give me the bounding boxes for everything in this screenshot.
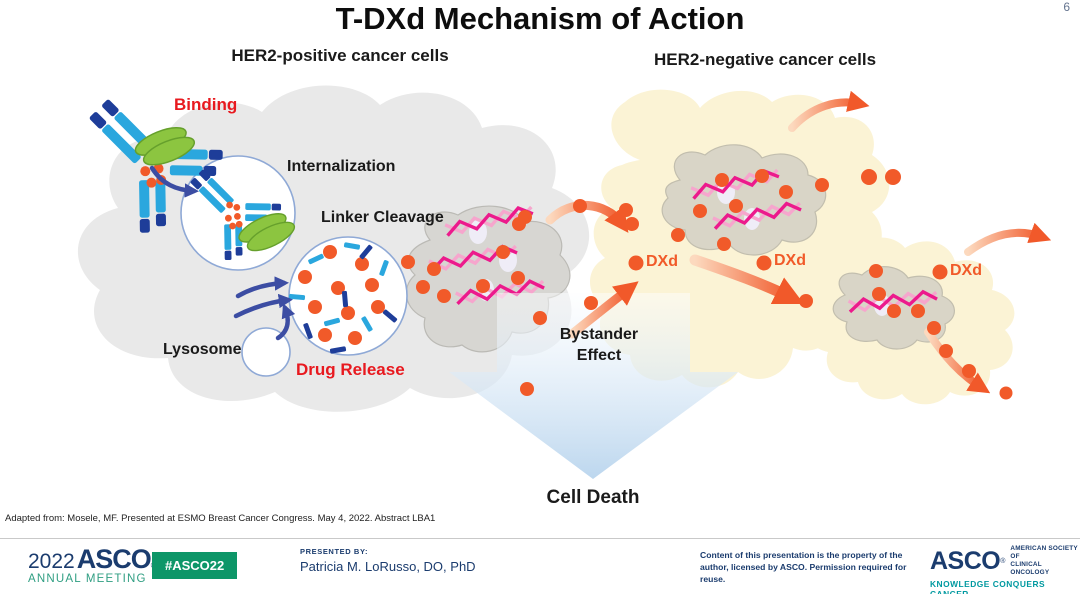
trafficking-arrow-1	[235, 276, 290, 299]
linker-cleavage-label: Linker Cleavage	[321, 209, 444, 226]
asco-registered-mark: ®	[1000, 557, 1006, 565]
nucleus-negative-1	[661, 144, 827, 256]
presented-by-label: PRESENTED BY:	[300, 547, 369, 556]
drug-release-label: Drug Release	[296, 360, 405, 379]
dxd-label-1: DXd	[646, 253, 678, 270]
lysosome-arrow	[275, 303, 296, 341]
meeting-year: 2022	[28, 550, 75, 573]
disclaimer-line-2: author, licensed by ASCO. Permission req…	[700, 562, 907, 585]
cell-death-label: Cell Death	[546, 487, 640, 508]
asco-logo-text: ASCO	[930, 546, 1001, 575]
her2-negative-heading: HER2-negative cancer cells	[653, 50, 877, 69]
drug-release-vesicle	[288, 236, 408, 356]
mechanism-diagram	[57, 67, 1052, 479]
slide-title: T-DXd Mechanism of Action	[335, 1, 745, 36]
asco-society-name: AMERICAN SOCIETY OF CLINICAL ONCOLOGY	[1010, 545, 1078, 576]
dxd-payload-dots	[401, 169, 1013, 400]
payload-exit-arrow-top	[788, 90, 870, 132]
footer: 2022 ASCO ® ANNUAL MEETING #ASCO22 PRESE…	[0, 538, 1080, 594]
lysosome-label: Lysosome	[163, 341, 242, 358]
disclaimer-line-1: Content of this presentation is the prop…	[700, 550, 903, 560]
presenter-name: Patricia M. LoRusso, DO, PhD	[300, 559, 476, 574]
payload-arrow-into-cell1	[545, 201, 629, 233]
cell-death-arrow	[449, 293, 738, 479]
internalization-label: Internalization	[287, 158, 396, 175]
asco-annual-meeting-logo: 2022 ASCO ® ANNUAL MEETING	[28, 544, 157, 585]
dxd-label-2: DXd	[774, 252, 806, 269]
page-number: 6	[1063, 0, 1070, 14]
trafficking-arrow-2	[233, 293, 294, 319]
binding-label: Binding	[174, 95, 238, 114]
binding-to-internalization-arrow	[149, 165, 200, 198]
copyright-disclaimer: Content of this presentation is the prop…	[700, 549, 925, 585]
payload-exit-arrow-bottom	[924, 328, 991, 394]
payload-arrow-into-cell2	[689, 254, 804, 304]
her2-positive-heading: HER2-positive cancer cells	[231, 46, 449, 65]
meeting-subtitle: ANNUAL MEETING	[28, 573, 147, 585]
dxd-label-3: DXd	[950, 262, 982, 279]
meeting-brand: ASCO	[76, 544, 152, 574]
bystander-arrow	[567, 281, 639, 339]
asco-society-logo: ASCO ® AMERICAN SOCIETY OF CLINICAL ONCO…	[930, 545, 1080, 594]
citation: Adapted from: Mosele, MF. Presented at E…	[5, 513, 436, 524]
bystander-effect-label: Bystander Effect	[559, 326, 639, 364]
hashtag-badge: #ASCO22	[152, 552, 238, 579]
presented-by-block: PRESENTED BY: Patricia M. LoRusso, DO, P…	[300, 547, 476, 574]
payload-exit-arrow-right	[964, 222, 1052, 256]
cleaved-linkers-and-payload	[288, 242, 398, 354]
asco-tagline: KNOWLEDGE CONQUERS CANCER	[930, 579, 1046, 594]
